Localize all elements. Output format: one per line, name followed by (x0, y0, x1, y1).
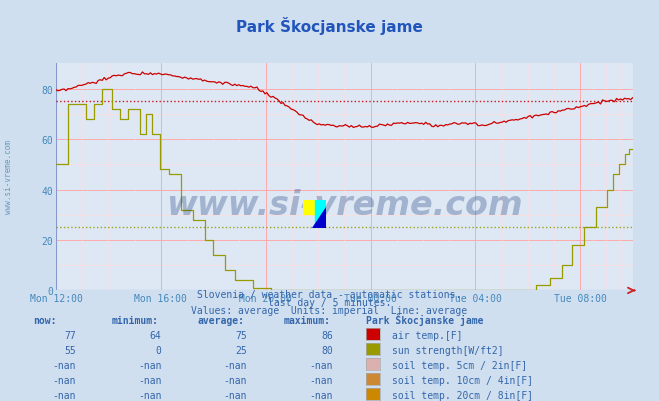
Text: now:: now: (33, 316, 57, 326)
Text: 86: 86 (321, 330, 333, 340)
Text: Park Škocjanske jame: Park Škocjanske jame (236, 17, 423, 35)
Text: Values: average  Units: imperial  Line: average: Values: average Units: imperial Line: av… (191, 306, 468, 316)
Text: sun strength[W/ft2]: sun strength[W/ft2] (392, 345, 503, 355)
Text: -nan: -nan (52, 360, 76, 370)
Text: last day / 5 minutes.: last day / 5 minutes. (268, 298, 391, 308)
Text: -nan: -nan (52, 390, 76, 400)
Text: 64: 64 (150, 330, 161, 340)
Text: -nan: -nan (223, 390, 247, 400)
Text: 55: 55 (64, 345, 76, 355)
Text: Park Škocjanske jame: Park Škocjanske jame (366, 314, 483, 326)
Text: www.si-vreme.com: www.si-vreme.com (166, 188, 523, 221)
Text: Slovenia / weather data - automatic stations.: Slovenia / weather data - automatic stat… (197, 290, 462, 300)
Text: 80: 80 (321, 345, 333, 355)
Text: 25: 25 (235, 345, 247, 355)
Text: -nan: -nan (138, 360, 161, 370)
Text: 77: 77 (64, 330, 76, 340)
Text: soil temp. 10cm / 4in[F]: soil temp. 10cm / 4in[F] (392, 375, 533, 385)
Text: maximum:: maximum: (283, 316, 330, 326)
Text: -nan: -nan (138, 375, 161, 385)
Text: soil temp. 20cm / 8in[F]: soil temp. 20cm / 8in[F] (392, 390, 533, 400)
Text: 75: 75 (235, 330, 247, 340)
Text: www.si-vreme.com: www.si-vreme.com (4, 140, 13, 213)
Text: -nan: -nan (223, 360, 247, 370)
Text: average:: average: (198, 316, 244, 326)
Text: soil temp. 5cm / 2in[F]: soil temp. 5cm / 2in[F] (392, 360, 527, 370)
Text: minimum:: minimum: (112, 316, 159, 326)
Text: -nan: -nan (138, 390, 161, 400)
Text: -nan: -nan (309, 390, 333, 400)
Text: 0: 0 (156, 345, 161, 355)
Text: -nan: -nan (52, 375, 76, 385)
Bar (315, 200, 326, 229)
Polygon shape (312, 208, 326, 229)
Text: -nan: -nan (309, 375, 333, 385)
Bar (303, 200, 315, 215)
Text: air temp.[F]: air temp.[F] (392, 330, 463, 340)
Text: -nan: -nan (309, 360, 333, 370)
Text: -nan: -nan (223, 375, 247, 385)
